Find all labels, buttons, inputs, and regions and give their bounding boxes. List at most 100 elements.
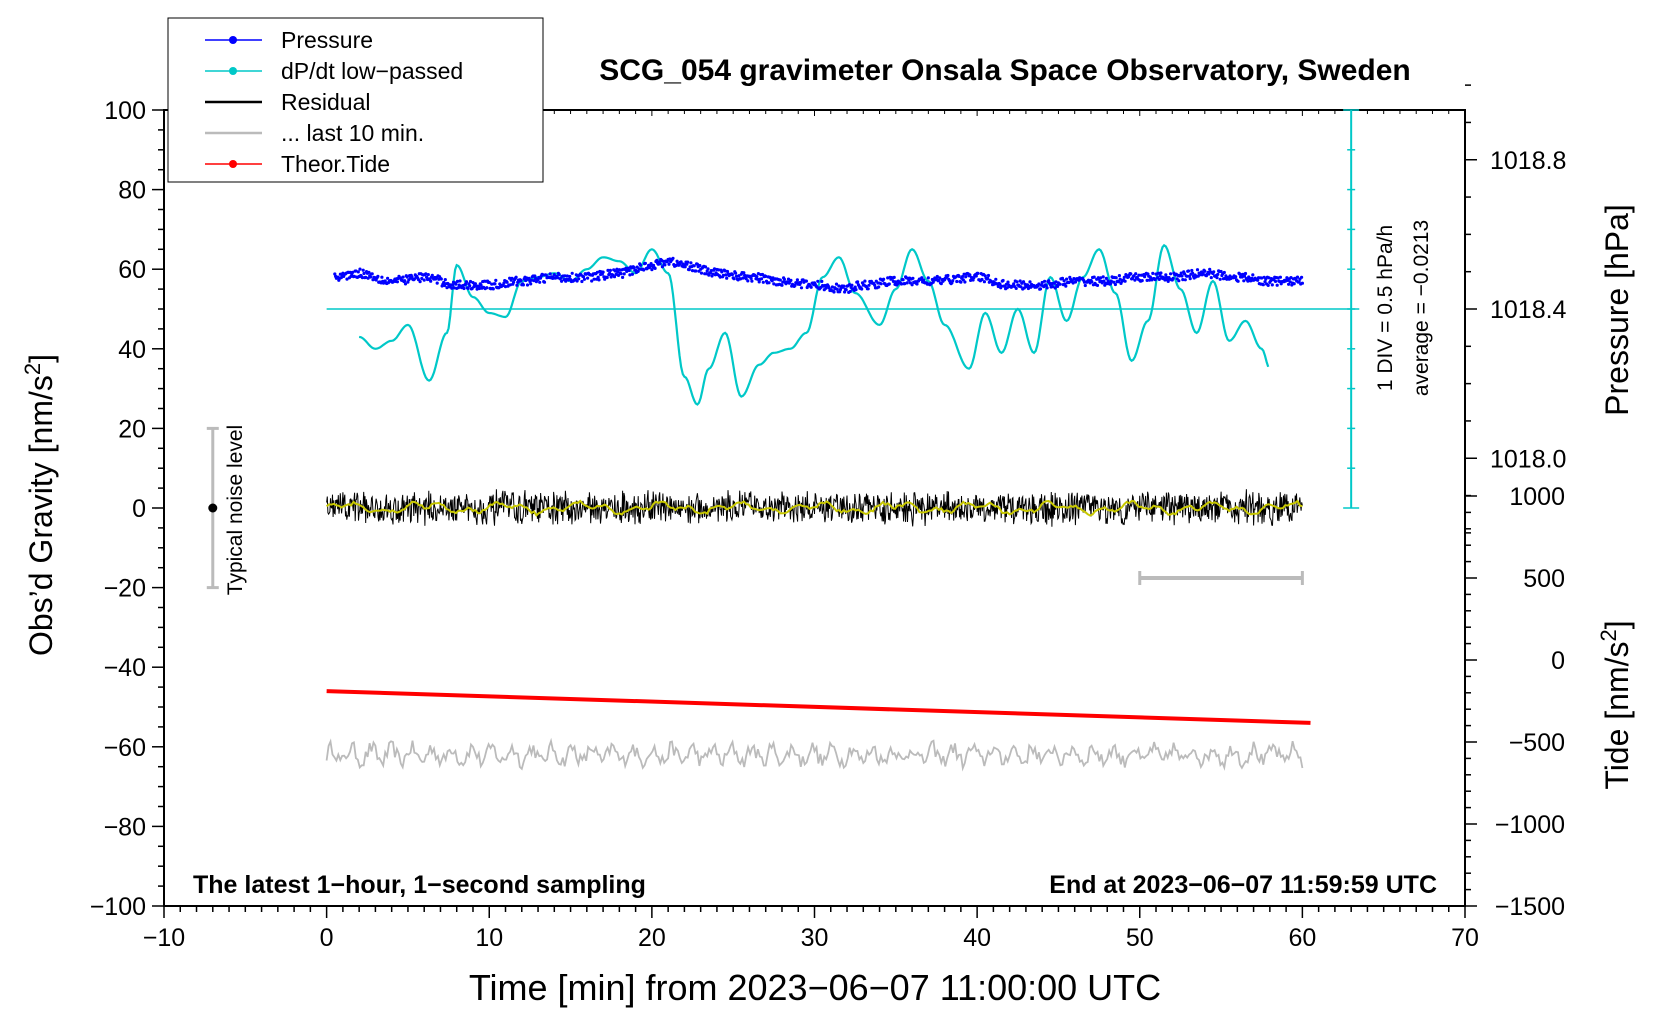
pressure-point bbox=[856, 280, 860, 284]
pressure-point bbox=[1266, 283, 1270, 287]
pressure-point bbox=[994, 277, 998, 281]
pressure-point bbox=[1122, 275, 1126, 279]
pressure-point bbox=[750, 279, 754, 283]
pressure-point bbox=[1222, 270, 1226, 275]
pressure-point bbox=[730, 272, 735, 277]
pressure-point bbox=[660, 265, 665, 269]
pressure-point bbox=[1018, 279, 1022, 283]
pressure-point bbox=[605, 275, 609, 280]
pressure-point bbox=[1285, 276, 1289, 280]
pressure-point bbox=[1216, 272, 1220, 276]
pressure-point bbox=[1295, 275, 1300, 279]
pressure-point bbox=[767, 281, 771, 285]
pressure-point bbox=[1196, 274, 1200, 278]
pressure-point bbox=[637, 267, 641, 271]
pressure-point bbox=[1300, 275, 1304, 279]
tide-tick-label: 0 bbox=[1551, 647, 1565, 675]
pressure-point bbox=[1073, 280, 1078, 284]
legend-box bbox=[167, 17, 544, 183]
pressure-point bbox=[1134, 272, 1138, 276]
pressure-point bbox=[649, 262, 653, 266]
pressure-point bbox=[570, 271, 574, 275]
pressure-point bbox=[519, 278, 523, 283]
legend-label: ... last 10 min. bbox=[281, 120, 424, 146]
pressure-point bbox=[1297, 280, 1301, 284]
pressure-point bbox=[1159, 271, 1163, 275]
pressure-point bbox=[860, 287, 864, 291]
legend-label: Theor.Tide bbox=[281, 151, 390, 177]
pressure-point bbox=[403, 282, 408, 286]
pressure-point bbox=[1015, 280, 1019, 284]
pressure-point bbox=[619, 272, 623, 276]
pressure-point bbox=[491, 287, 495, 291]
pressure-point bbox=[674, 263, 678, 267]
pressure-point bbox=[1208, 267, 1212, 271]
tide-tick-label: −500 bbox=[1509, 729, 1565, 757]
pressure-point bbox=[361, 268, 365, 272]
pressure-point bbox=[1129, 272, 1133, 276]
pressure-point bbox=[616, 273, 621, 277]
pressure-point bbox=[468, 284, 472, 288]
pressure-point bbox=[608, 268, 613, 272]
legend-label: Pressure bbox=[281, 27, 373, 53]
pressure-point bbox=[1236, 279, 1240, 283]
pressure-series bbox=[333, 256, 1304, 294]
pressure-point bbox=[642, 268, 646, 272]
pressure-point bbox=[737, 274, 741, 278]
pressure-point bbox=[1166, 279, 1170, 283]
pressure-point bbox=[679, 260, 683, 264]
pressure-point bbox=[515, 283, 519, 287]
pressure-point bbox=[1179, 271, 1183, 275]
pressure-point bbox=[424, 272, 428, 276]
pressure-point bbox=[1151, 271, 1155, 275]
pressure-point bbox=[418, 280, 422, 284]
pressure-point bbox=[879, 282, 883, 286]
pressure-point bbox=[1058, 282, 1062, 286]
pressure-point bbox=[542, 280, 547, 284]
pressure-point bbox=[456, 286, 460, 290]
pressure-point bbox=[921, 278, 926, 282]
pressure-point bbox=[563, 274, 567, 278]
pressure-point bbox=[405, 275, 409, 279]
pressure-point bbox=[597, 278, 601, 282]
pressure-point bbox=[466, 286, 470, 290]
pressure-point bbox=[781, 280, 785, 284]
pressure-point bbox=[853, 285, 857, 289]
pressure-point bbox=[1101, 275, 1105, 279]
pressure-point bbox=[1019, 285, 1023, 289]
pressure-point bbox=[742, 271, 746, 275]
pressure-point bbox=[703, 265, 708, 269]
pressure-point bbox=[380, 275, 384, 279]
pressure-point bbox=[608, 271, 612, 275]
pressure-point bbox=[804, 279, 809, 283]
x-tick-label: 70 bbox=[1451, 924, 1479, 952]
pressure-point bbox=[552, 273, 556, 277]
pressure-point bbox=[793, 283, 797, 287]
pressure-point bbox=[683, 265, 687, 269]
pressure-point bbox=[1083, 283, 1087, 288]
pressure-point bbox=[1067, 280, 1071, 285]
pressure-point bbox=[1158, 274, 1162, 278]
pressure-point bbox=[1218, 277, 1222, 281]
pressure-point bbox=[837, 284, 841, 288]
pressure-point bbox=[1300, 281, 1304, 285]
pressure-point bbox=[454, 282, 458, 286]
pressure-point bbox=[1256, 278, 1260, 282]
pressure-point bbox=[1278, 275, 1282, 279]
pressure-point bbox=[358, 267, 362, 271]
x-tick-label: 40 bbox=[963, 924, 991, 952]
pressure-point bbox=[1289, 276, 1293, 280]
pressure-point bbox=[442, 280, 446, 285]
pressure-point bbox=[712, 267, 717, 271]
pressure-point bbox=[866, 287, 870, 291]
pressure-point bbox=[698, 263, 702, 268]
pressure-point bbox=[1109, 279, 1113, 283]
pressure-point bbox=[510, 276, 514, 280]
pressure-point bbox=[830, 285, 835, 289]
pressure-point bbox=[816, 279, 820, 283]
x-tick-label: 30 bbox=[801, 924, 829, 952]
pressure-point bbox=[850, 283, 854, 287]
pressure-point bbox=[711, 272, 715, 276]
pressure-point bbox=[524, 278, 528, 283]
pressure-point bbox=[842, 284, 846, 288]
